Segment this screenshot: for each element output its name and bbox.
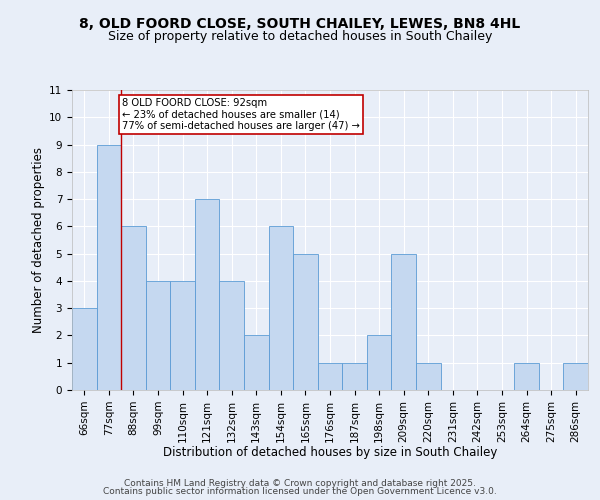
Bar [391,254,416,390]
Bar [220,281,244,390]
Bar [367,336,391,390]
Bar [269,226,293,390]
Bar [121,226,146,390]
Bar [170,281,195,390]
Text: Contains HM Land Registry data © Crown copyright and database right 2025.: Contains HM Land Registry data © Crown c… [124,478,476,488]
Bar [342,362,367,390]
Bar [146,281,170,390]
Bar [72,308,97,390]
Bar [293,254,318,390]
X-axis label: Distribution of detached houses by size in South Chailey: Distribution of detached houses by size … [163,446,497,459]
Text: Size of property relative to detached houses in South Chailey: Size of property relative to detached ho… [108,30,492,43]
Y-axis label: Number of detached properties: Number of detached properties [32,147,45,333]
Bar [244,336,269,390]
Bar [195,199,220,390]
Bar [416,362,440,390]
Bar [318,362,342,390]
Text: 8 OLD FOORD CLOSE: 92sqm
← 23% of detached houses are smaller (14)
77% of semi-d: 8 OLD FOORD CLOSE: 92sqm ← 23% of detach… [122,98,360,132]
Bar [563,362,588,390]
Text: 8, OLD FOORD CLOSE, SOUTH CHAILEY, LEWES, BN8 4HL: 8, OLD FOORD CLOSE, SOUTH CHAILEY, LEWES… [79,18,521,32]
Bar [514,362,539,390]
Text: Contains public sector information licensed under the Open Government Licence v3: Contains public sector information licen… [103,487,497,496]
Bar [97,144,121,390]
